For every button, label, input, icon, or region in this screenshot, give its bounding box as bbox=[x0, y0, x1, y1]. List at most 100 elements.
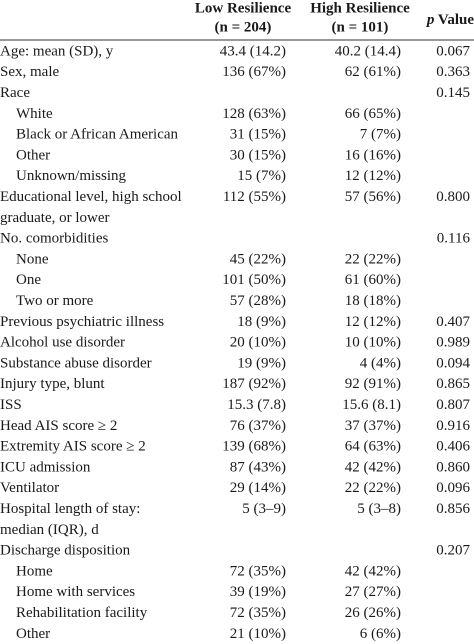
header-low: Low Resilience bbox=[195, 0, 292, 16]
low-value: 101 (50%) bbox=[222, 272, 286, 288]
row-label: Injury type, blunt bbox=[0, 376, 105, 392]
row-label: Substance abuse disorder bbox=[0, 355, 152, 371]
low-value: 136 (67%) bbox=[222, 64, 286, 80]
row-label: Home with services bbox=[16, 584, 135, 600]
high-value: 4 (4%) bbox=[360, 355, 401, 371]
row-label: Hospital length of stay: bbox=[0, 501, 140, 517]
low-value: 15 (7%) bbox=[237, 168, 286, 184]
high-value: 7 (7%) bbox=[360, 127, 401, 143]
row-label: None bbox=[16, 251, 49, 267]
low-value: 19 (9%) bbox=[237, 355, 286, 371]
p-value: 0.989 bbox=[436, 335, 470, 351]
row-label: Other bbox=[16, 147, 50, 163]
row-label: graduate, or lower bbox=[0, 210, 110, 226]
row-label: Ventilator bbox=[0, 480, 59, 496]
p-value: 0.800 bbox=[436, 189, 470, 205]
low-value: 139 (68%) bbox=[222, 439, 286, 455]
high-value: 12 (12%) bbox=[345, 168, 401, 184]
low-value: 39 (19%) bbox=[230, 584, 286, 600]
low-value: 72 (35%) bbox=[230, 605, 286, 621]
row-label: Extremity AIS score ≥ 2 bbox=[0, 439, 146, 455]
p-value: 0.207 bbox=[436, 543, 470, 559]
low-value: 18 (9%) bbox=[237, 314, 286, 330]
row-label: Discharge disposition bbox=[0, 543, 131, 559]
row-label: One bbox=[16, 272, 41, 288]
p-value: 0.860 bbox=[436, 459, 470, 475]
high-value: 22 (22%) bbox=[345, 251, 401, 267]
low-value: 30 (15%) bbox=[230, 147, 286, 163]
low-value: 5 (3–9) bbox=[242, 501, 286, 517]
row-label: Sex, male bbox=[0, 64, 59, 80]
high-value: 6 (6%) bbox=[360, 626, 401, 642]
high-value: 12 (12%) bbox=[345, 314, 401, 330]
header-high-n: (n = 101) bbox=[332, 19, 389, 35]
row-label: Previous psychiatric illness bbox=[0, 314, 164, 330]
header-low-n: (n = 204) bbox=[215, 19, 272, 35]
row-label: ISS bbox=[0, 397, 22, 413]
low-value: 76 (37%) bbox=[230, 418, 286, 434]
low-value: 43.4 (14.2) bbox=[220, 43, 286, 59]
p-value: 0.407 bbox=[436, 314, 470, 330]
high-value: 42 (42%) bbox=[345, 563, 401, 579]
low-value: 29 (14%) bbox=[230, 480, 286, 496]
row-label: Rehabilitation facility bbox=[16, 605, 148, 621]
row-label: Age: mean (SD), y bbox=[0, 43, 114, 59]
p-value: 0.096 bbox=[436, 480, 470, 496]
p-value: 0.067 bbox=[436, 43, 470, 59]
low-value: 31 (15%) bbox=[230, 127, 286, 143]
high-value: 37 (37%) bbox=[345, 418, 401, 434]
p-value: 0.406 bbox=[436, 439, 470, 455]
low-value: 21 (10%) bbox=[230, 626, 286, 642]
high-value: 16 (16%) bbox=[345, 147, 401, 163]
low-value: 15.3 (7.8) bbox=[227, 397, 286, 413]
row-label: Two or more bbox=[16, 293, 94, 309]
row-label: Head AIS score ≥ 2 bbox=[0, 418, 117, 434]
row-label: Unknown/missing bbox=[16, 168, 127, 184]
high-value: 26 (26%) bbox=[345, 605, 401, 621]
row-label: Black or African American bbox=[16, 127, 179, 143]
header-p: p Value bbox=[425, 12, 474, 28]
p-value: 0.916 bbox=[436, 418, 470, 434]
row-label: ICU admission bbox=[0, 459, 91, 475]
high-value: 64 (63%) bbox=[345, 439, 401, 455]
high-value: 15.6 (8.1) bbox=[342, 397, 401, 413]
high-value: 40.2 (14.4) bbox=[335, 43, 401, 59]
low-value: 72 (35%) bbox=[230, 563, 286, 579]
high-value: 92 (91%) bbox=[345, 376, 401, 392]
low-value: 112 (55%) bbox=[223, 189, 286, 205]
high-value: 27 (27%) bbox=[345, 584, 401, 600]
high-value: 10 (10%) bbox=[345, 335, 401, 351]
high-value: 42 (42%) bbox=[345, 459, 401, 475]
row-label: Race bbox=[0, 85, 30, 101]
low-value: 20 (10%) bbox=[230, 335, 286, 351]
p-value: 0.363 bbox=[436, 64, 470, 80]
low-value: 187 (92%) bbox=[222, 376, 286, 392]
low-value: 87 (43%) bbox=[230, 459, 286, 475]
p-value: 0.807 bbox=[436, 397, 470, 413]
header-p-italic: p bbox=[425, 12, 435, 28]
p-value: 0.094 bbox=[436, 355, 470, 371]
high-value: 5 (3–8) bbox=[357, 501, 401, 517]
high-value: 66 (65%) bbox=[345, 106, 401, 122]
header-high: High Resilience bbox=[310, 0, 410, 16]
high-value: 62 (61%) bbox=[345, 64, 401, 80]
low-value: 128 (63%) bbox=[222, 106, 286, 122]
high-value: 22 (22%) bbox=[345, 480, 401, 496]
header-p-text: Value bbox=[438, 12, 474, 28]
p-value: 0.116 bbox=[437, 231, 471, 247]
row-label: No. comorbidities bbox=[0, 231, 108, 247]
low-value: 57 (28%) bbox=[230, 293, 286, 309]
row-label: White bbox=[16, 106, 53, 122]
high-value: 61 (60%) bbox=[345, 272, 401, 288]
high-value: 18 (18%) bbox=[345, 293, 401, 309]
high-value: 57 (56%) bbox=[345, 189, 401, 205]
p-value: 0.865 bbox=[436, 376, 470, 392]
row-label: Educational level, high school bbox=[0, 189, 182, 205]
row-label: Other bbox=[16, 626, 50, 642]
row-label: Home bbox=[16, 563, 53, 579]
low-value: 45 (22%) bbox=[230, 251, 286, 267]
p-value: 0.856 bbox=[436, 501, 470, 517]
p-value: 0.145 bbox=[436, 85, 470, 101]
row-label: median (IQR), d bbox=[0, 522, 99, 538]
